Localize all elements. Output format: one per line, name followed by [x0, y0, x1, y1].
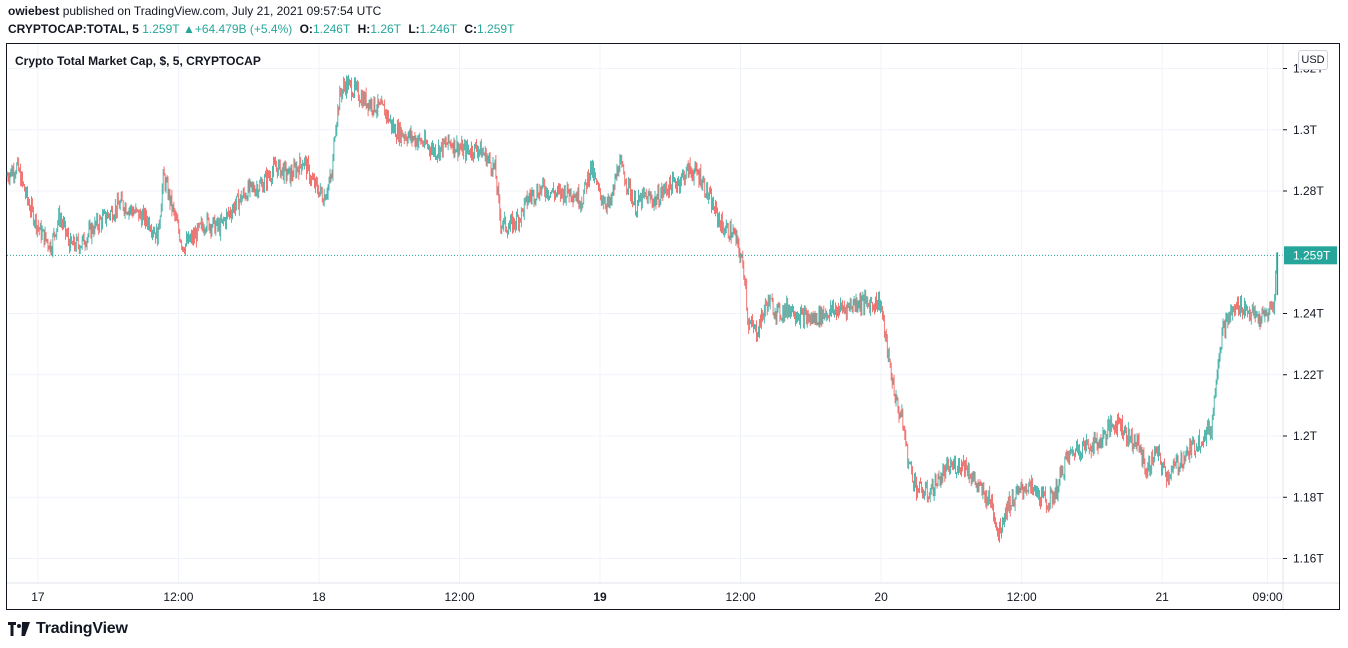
time-tick-label: 18	[312, 590, 326, 604]
time-tick-label: 12:00	[1007, 590, 1037, 604]
time-tick-label: 12:00	[163, 590, 193, 604]
low-label: L:	[408, 22, 420, 36]
time-axis: 17 12:00 18 12:00 19 12:00 20 12:00 21 09:00	[7, 582, 1339, 604]
time-tick-label: 12:00	[726, 590, 756, 604]
time-tick-label: 09:00	[1253, 590, 1283, 604]
time-tick-label: 19	[593, 590, 607, 604]
low-value: 1.246T	[419, 22, 458, 36]
time-tick-label: 12:00	[444, 590, 474, 604]
high-label: H:	[357, 22, 371, 36]
price-tick-label: 1.28T	[1293, 184, 1324, 198]
currency-button[interactable]: USD	[1298, 50, 1328, 70]
open-value: 1.246T	[312, 22, 351, 36]
published-text: published on TradingView.com, July 21, 2…	[62, 4, 382, 18]
high-value: 1.26T	[370, 22, 401, 36]
author-name[interactable]: owiebest	[8, 4, 60, 18]
price-tick-label: 1.2T	[1293, 429, 1318, 443]
last-price-label: 1.259T	[1293, 248, 1331, 262]
brand-footer[interactable]: TradingView	[8, 620, 128, 638]
price-label-background	[1284, 246, 1337, 265]
price-tick-label: 1.16T	[1293, 552, 1324, 566]
time-tick-label: 20	[874, 590, 888, 604]
time-tick-label: 17	[31, 590, 45, 604]
price-tick-label: 1.24T	[1293, 307, 1324, 321]
arrow-up-icon: ▲	[182, 22, 195, 36]
price-value: 1.259T	[142, 22, 180, 36]
open-label: O:	[299, 22, 313, 36]
publisher-line: owiebest published on TradingView.com, J…	[8, 4, 381, 18]
close-label: C:	[464, 22, 478, 36]
price-tick-label: 1.3T	[1293, 123, 1318, 137]
ohlc-bar: CRYPTOCAP:TOTAL, 5 1.259T ▲+64.479B (+5.…	[8, 22, 514, 36]
price-tick-label: 1.18T	[1293, 490, 1324, 504]
tradingview-logo-icon	[8, 622, 30, 636]
close-value: 1.259T	[477, 22, 515, 36]
chart-legend-title: Crypto Total Market Cap, $, 5, CRYPTOCAP	[15, 54, 261, 68]
change-value: +64.479B (+5.4%)	[194, 22, 293, 36]
chart-frame	[6, 43, 1340, 610]
brand-name: TradingView	[36, 620, 128, 637]
grid-lines	[7, 44, 1283, 583]
symbol-label: CRYPTOCAP:TOTAL, 5	[8, 22, 139, 36]
candles	[6, 74, 1279, 543]
time-tick-label: 21	[1155, 590, 1169, 604]
price-tick-label: 1.22T	[1293, 368, 1324, 382]
last-price-line: 1.259T	[7, 246, 1337, 265]
